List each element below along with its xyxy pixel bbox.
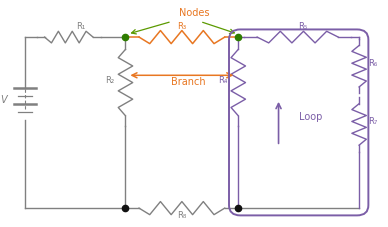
Text: R₃: R₃ bbox=[177, 22, 187, 31]
Text: V: V bbox=[0, 95, 7, 105]
Text: R₆: R₆ bbox=[369, 59, 378, 68]
Text: Loop: Loop bbox=[299, 112, 322, 122]
Text: R₇: R₇ bbox=[369, 117, 378, 126]
Text: R₂: R₂ bbox=[106, 76, 115, 85]
Text: R₁: R₁ bbox=[76, 22, 86, 31]
Text: Branch: Branch bbox=[171, 77, 205, 87]
Text: R₄: R₄ bbox=[218, 76, 228, 85]
Text: R₈: R₈ bbox=[177, 211, 187, 220]
Text: Nodes: Nodes bbox=[179, 8, 209, 18]
Text: R₅: R₅ bbox=[298, 22, 307, 31]
